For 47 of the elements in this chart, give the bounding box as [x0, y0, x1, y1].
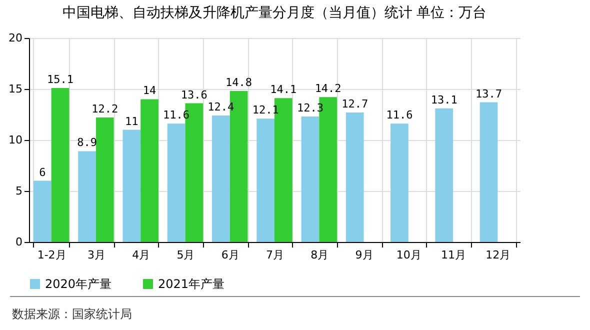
x-tick-label: 5月 [176, 248, 195, 262]
data-label: 14.2 [314, 82, 342, 96]
bar [212, 116, 230, 242]
y-tick-label: 5 [16, 184, 22, 198]
bar [480, 102, 498, 242]
data-label: 11.6 [386, 108, 413, 122]
x-tick-label: 11月 [441, 248, 466, 262]
y-tick-label: 15 [8, 82, 22, 96]
bar [167, 124, 186, 242]
y-tick-label: 0 [16, 236, 22, 248]
legend-label: 2020年产量 [45, 277, 112, 291]
y-tick-label: 20 [8, 32, 22, 44]
source-note: 数据来源：国家统计局 [12, 306, 132, 323]
x-tick-label: 10月 [396, 248, 422, 262]
bar [33, 180, 52, 242]
bar [96, 118, 114, 242]
x-tick-label: 7月 [266, 248, 284, 262]
legend-label: 2021年产量 [158, 277, 225, 291]
x-tick-label: 9月 [355, 248, 374, 262]
data-label: 14.8 [226, 76, 252, 90]
bar [435, 108, 454, 242]
bar [51, 88, 70, 242]
data-label: 12.7 [342, 97, 368, 110]
y-tick-label: 10 [8, 134, 22, 146]
bar [301, 116, 320, 242]
data-label: 15.1 [46, 72, 74, 86]
x-tick-label: 4月 [132, 248, 150, 262]
bar [390, 124, 408, 242]
data-label: 13.1 [430, 93, 458, 106]
bar [256, 118, 274, 242]
data-label: 12.2 [92, 102, 118, 116]
x-tick-label: 8月 [310, 248, 329, 262]
data-label: 13.6 [180, 88, 208, 102]
x-tick-label: 6月 [221, 248, 240, 262]
x-tick-label: 12月 [486, 248, 511, 262]
data-label: 6 [39, 166, 46, 179]
bar [78, 151, 96, 242]
data-label: 11 [125, 114, 138, 128]
data-label: 14 [142, 84, 157, 98]
chart-title: 中国电梯、自动扶梯及升降机产量分月度（当月值）统计 单位：万台 [62, 5, 487, 21]
data-label: 14.1 [270, 83, 297, 96]
bar [122, 130, 141, 242]
x-tick-label: 3月 [87, 248, 106, 262]
bar [346, 112, 364, 242]
data-label: 13.7 [476, 87, 502, 100]
x-tick-label: 1-2月 [37, 248, 66, 262]
bar [140, 99, 158, 242]
